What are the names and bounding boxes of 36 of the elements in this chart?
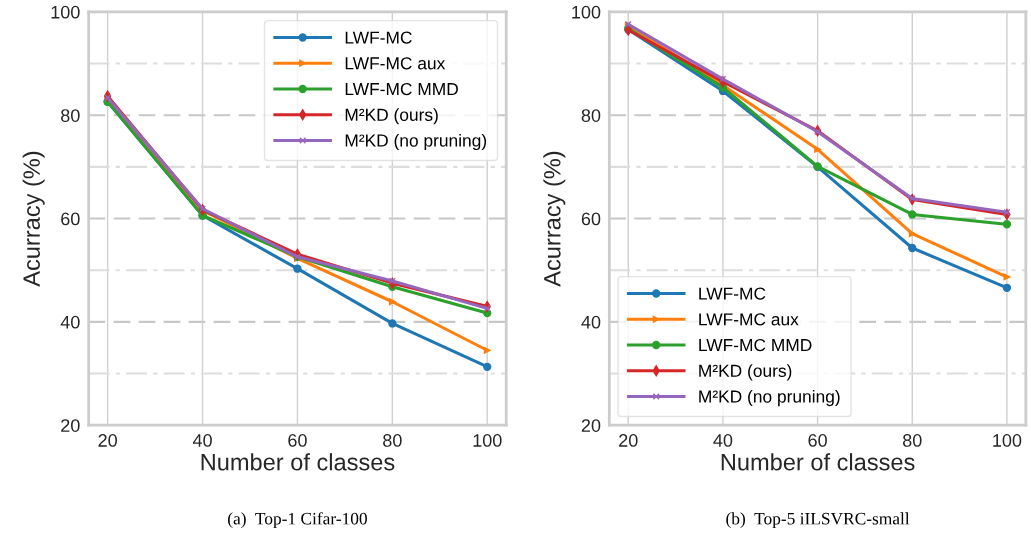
y-tick-label: 20 [581,419,601,432]
legend-label: LWF-MC MMD [345,82,458,96]
text: (b) Top-5 iILSVRC-small [726,512,910,529]
y-tick-label: 80 [581,109,601,122]
legend-label: M²KD (ours) [699,364,792,381]
x-tick-label: 80 [383,434,402,447]
x-tick-label: 40 [713,434,733,447]
text: (a) Top-1 Cifar-100 [228,512,367,529]
x-tick-label: 60 [288,434,307,447]
y-tick-label: 60 [61,212,80,226]
x-tick-label: 100 [993,434,1022,447]
x-tick-label: 80 [902,434,922,447]
y-tick-label: 60 [581,212,601,226]
legend-label: M²KD (ours) [345,108,438,125]
legend-label: M²KD (no pruning) [345,133,487,151]
legend-label: LWF-MC MMD [699,338,812,352]
x-tick-label: 100 [473,434,502,447]
x-tick-label: 20 [98,434,117,447]
legend-label: LWF-MC [345,31,412,44]
legend-label: LWF-MC aux [699,313,799,326]
y-tick-label: 100 [51,5,80,19]
x-tick-label: 20 [619,434,638,447]
legend-label: LWF-MC [699,287,766,300]
legend-label: M²KD (no pruning) [699,389,840,407]
x-axis-title: Number of classes [721,453,915,471]
y-axis-title: Acurracy (%) [22,151,45,287]
x-axis-title: Number of classes [201,453,395,471]
y-tick-label: 20 [61,419,80,432]
x-tick-label: 40 [192,434,212,447]
y-tick-label: 40 [60,315,80,329]
x-tick-label: 60 [808,434,827,447]
y-tick-label: 40 [581,315,601,329]
y-tick-label: 100 [572,5,601,19]
y-axis-title: Acurracy (%) [543,151,566,287]
y-tick-label: 80 [61,109,80,122]
legend-label: LWF-MC aux [345,57,446,70]
